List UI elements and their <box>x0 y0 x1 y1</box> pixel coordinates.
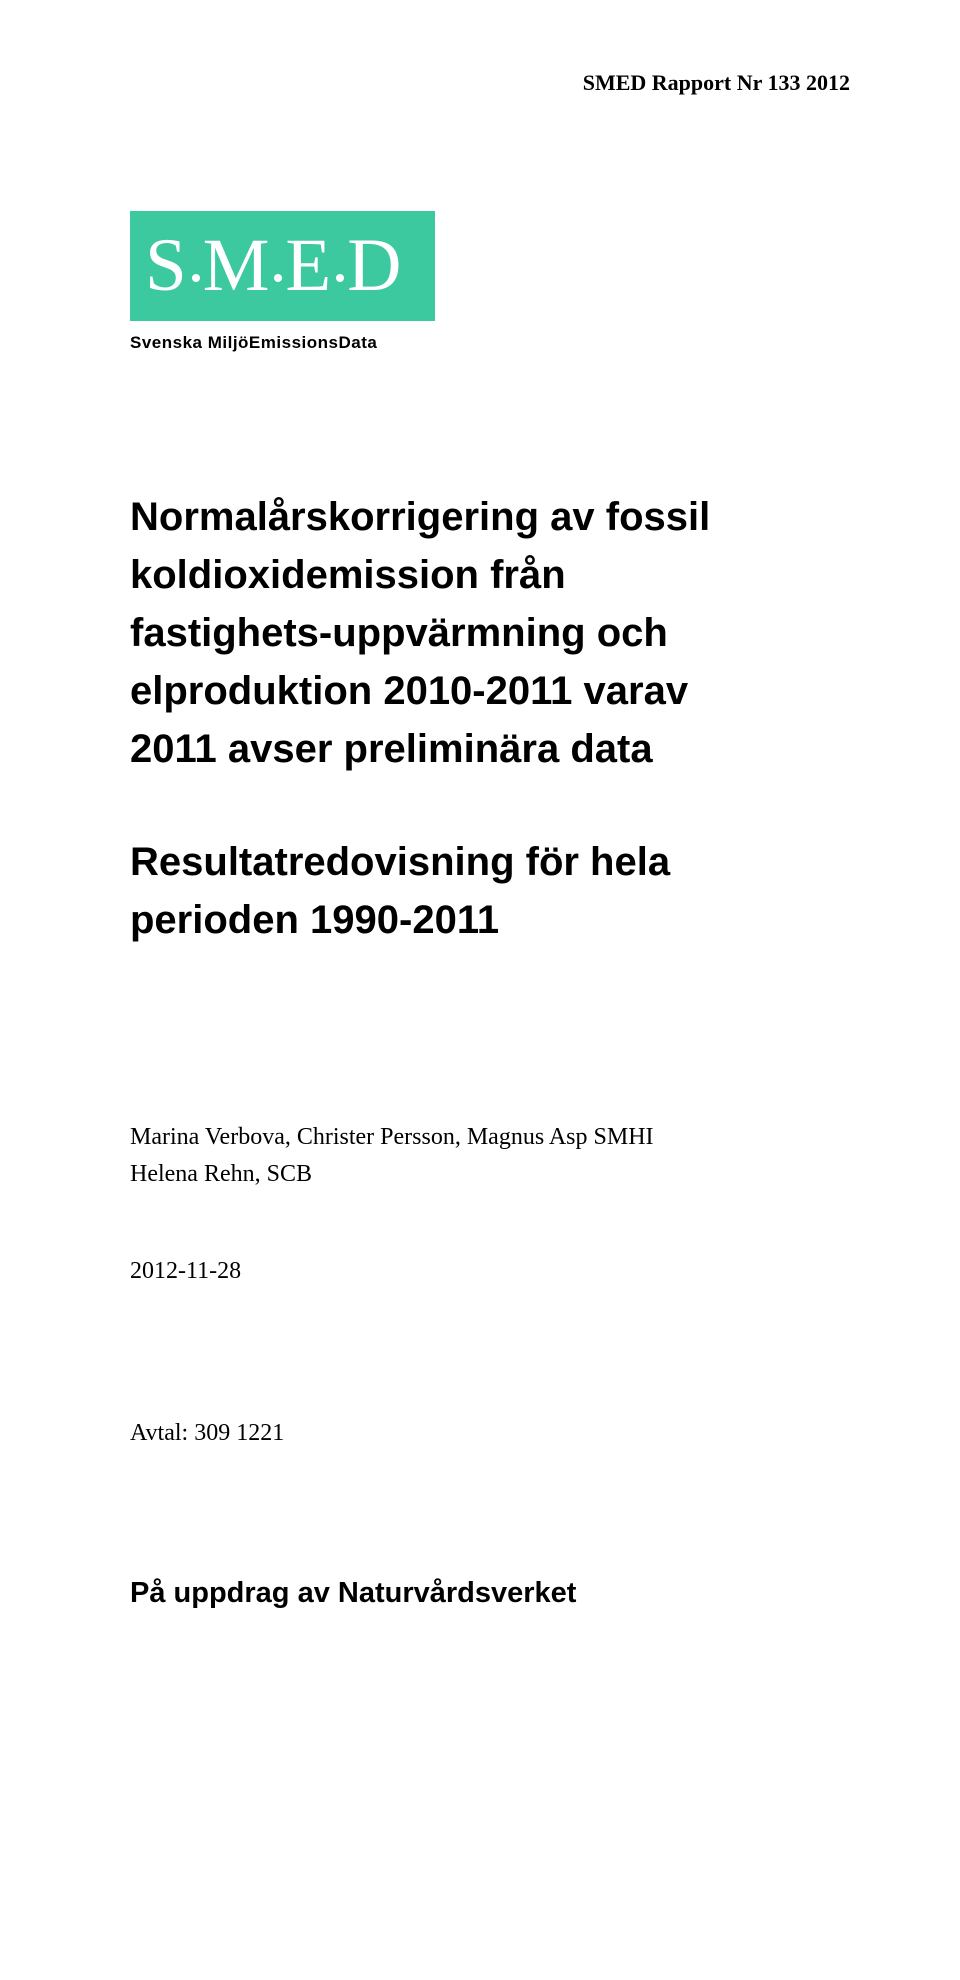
logo-dot-icon <box>192 274 200 282</box>
title-line-4: elproduktion 2010-2011 varav <box>130 662 850 720</box>
logo-block: S M E D Svenska MiljöEmissionsData <box>130 211 850 353</box>
title-line-2: koldioxidemission från <box>130 546 850 604</box>
logo-letter-s: S <box>145 223 189 309</box>
authors-line-1: Marina Verbova, Christer Persson, Magnus… <box>130 1119 850 1156</box>
authors-line-2: Helena Rehn, SCB <box>130 1156 850 1193</box>
report-header: SMED Rapport Nr 133 2012 <box>130 70 850 96</box>
logo-letter-m: M <box>203 223 272 309</box>
subtitle-block: Resultatredovisning för hela perioden 19… <box>130 833 850 949</box>
date: 2012-11-28 <box>130 1258 850 1285</box>
avtal: Avtal: 309 1221 <box>130 1420 850 1447</box>
logo-dot-icon <box>274 274 282 282</box>
title-line-5: 2011 avser preliminära data <box>130 720 850 778</box>
title-block: Normalårskorrigering av fossil koldioxid… <box>130 488 850 949</box>
authors-block: Marina Verbova, Christer Persson, Magnus… <box>130 1119 850 1193</box>
subtitle-line-2: perioden 1990-2011 <box>130 891 850 949</box>
smed-logo: S M E D <box>130 211 435 321</box>
title-line-1: Normalårskorrigering av fossil <box>130 488 850 546</box>
footer: På uppdrag av Naturvårdsverket <box>130 1577 850 1610</box>
logo-dot-icon <box>336 274 344 282</box>
logo-subtitle: Svenska MiljöEmissionsData <box>130 333 850 353</box>
logo-letter-d: D <box>347 223 403 309</box>
title-line-3: fastighets-uppvärmning och <box>130 604 850 662</box>
logo-letter-e: E <box>285 223 333 309</box>
subtitle-line-1: Resultatredovisning för hela <box>130 833 850 891</box>
logo-text: S M E D <box>145 223 403 309</box>
